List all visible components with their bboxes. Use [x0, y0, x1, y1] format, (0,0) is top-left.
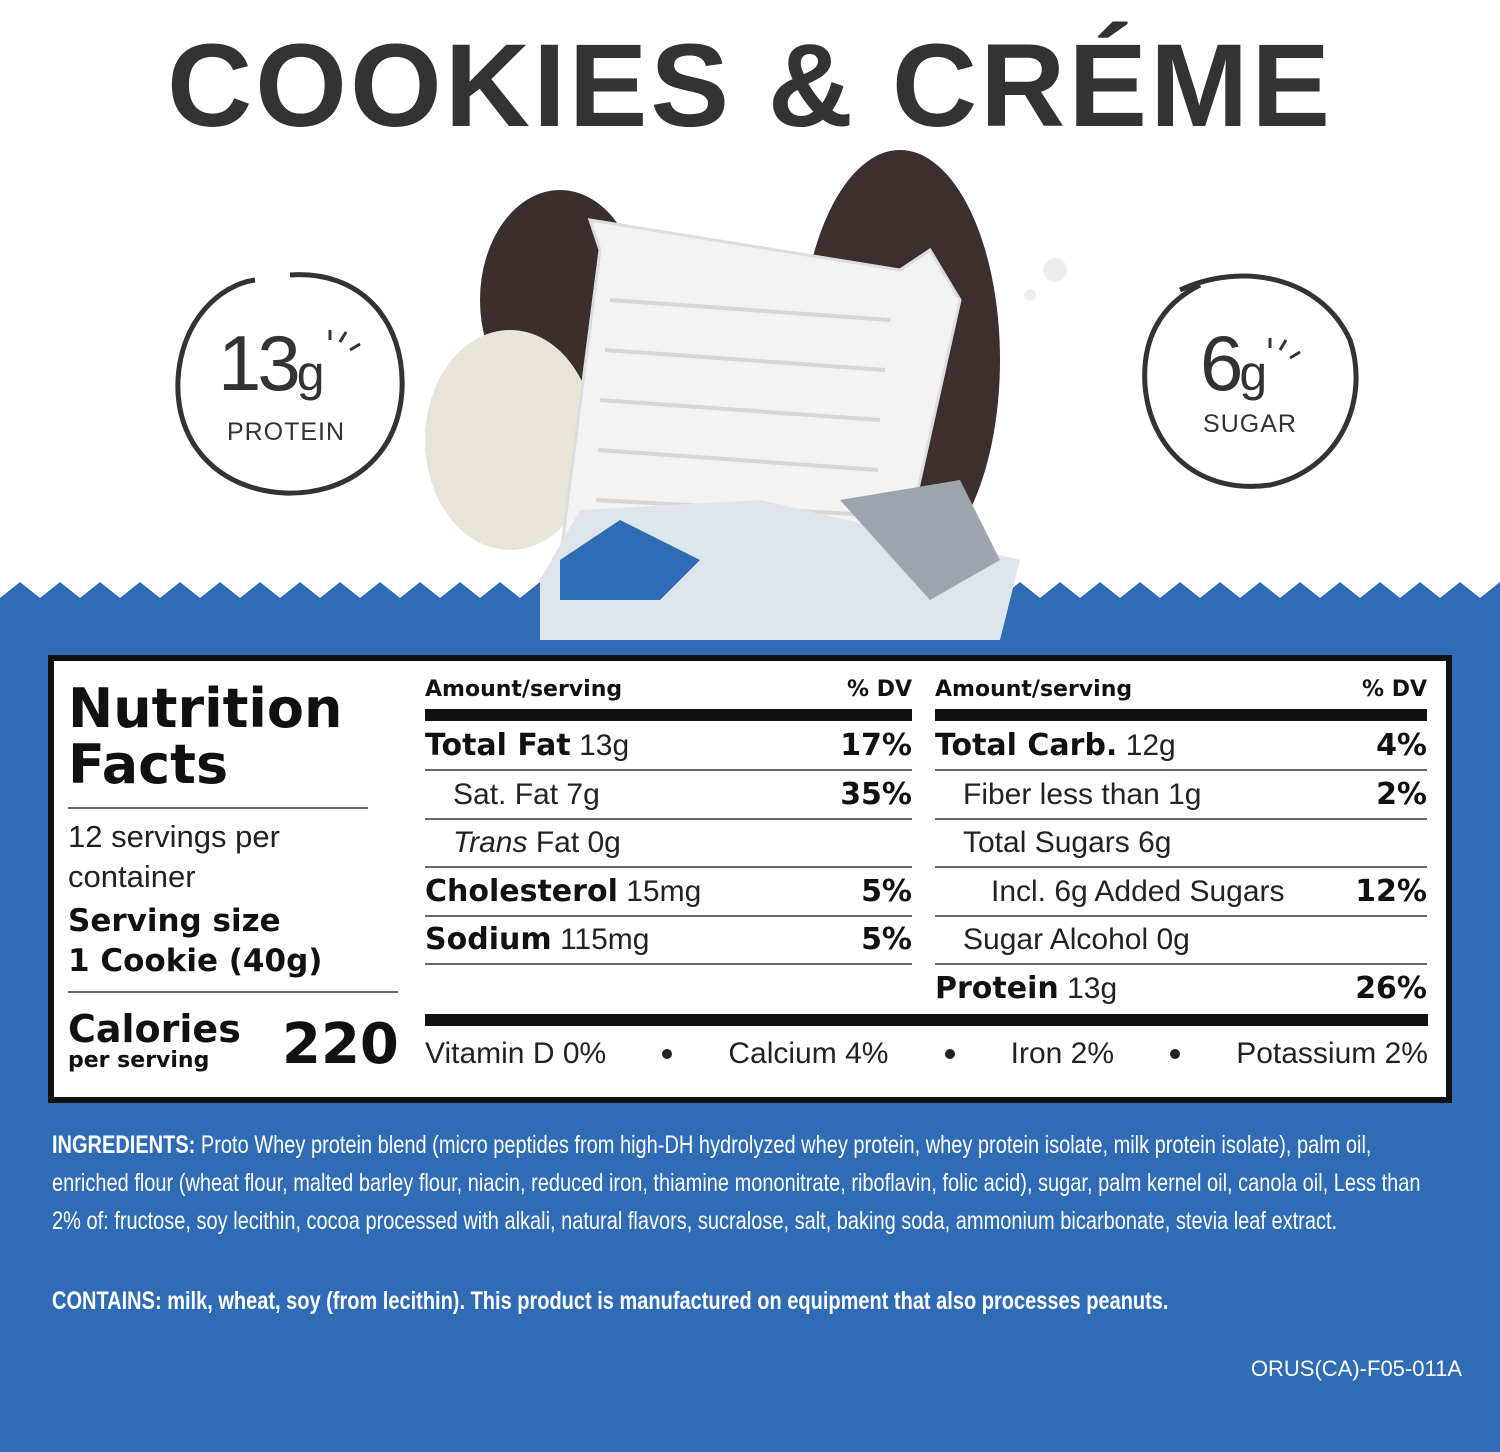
thick-rule	[935, 709, 1427, 721]
product-illustration	[425, 150, 1067, 640]
nutrient-amount: 6g	[1138, 826, 1172, 859]
ingredients-text: Proto Whey protein blend (micro peptides…	[52, 1131, 1421, 1235]
nutrient-name: Trans	[453, 826, 528, 859]
nutrient-amount: 0g	[1156, 923, 1190, 956]
product-title: COOKIES & CRÉME	[166, 20, 1334, 152]
vitamin: Calcium 4%	[728, 1037, 889, 1070]
vitamins: Vitamin D 0% Calcium 4% Iron 2% Potassium 2…	[425, 1029, 1428, 1079]
daily-value: 35%	[840, 776, 912, 812]
contains-text: milk, wheat, soy (from lecithin). This p…	[167, 1287, 1169, 1315]
nutrient-name: Protein	[935, 970, 1059, 1006]
daily-value: 17%	[840, 728, 912, 763]
protein-badge: 13g	[218, 318, 325, 409]
badge-amount: 13	[218, 319, 301, 407]
dv-header: % DV	[1362, 677, 1427, 702]
thick-rule	[425, 709, 912, 721]
badge-label: PROTEIN	[226, 418, 346, 446]
nutrient-row: Incl. 6g Added Sugars 12%	[935, 869, 1427, 917]
ingredients: INGREDIENTS: Proto Whey protein blend (m…	[52, 1126, 1452, 1240]
calories-label: Calories	[68, 1007, 241, 1051]
nutrient-name: Incl. 6g Added Sugars	[991, 874, 1285, 908]
daily-value: 4%	[1376, 728, 1427, 763]
daily-value: 12%	[1355, 873, 1427, 909]
badge-unit: g	[1239, 345, 1268, 401]
nutrient-name: Sat. Fat	[453, 777, 559, 811]
nutrient-name: Sodium	[425, 922, 552, 957]
contains-label: CONTAINS:	[52, 1287, 162, 1315]
nutrient-amount: 115mg	[559, 923, 650, 956]
bullet	[662, 1049, 673, 1059]
serving-size: 1 Cookie (40g)	[68, 941, 398, 993]
amount-header: Amount/serving	[935, 677, 1133, 702]
nutrient-name: Total Fat	[425, 728, 571, 763]
daily-value: 5%	[861, 873, 912, 909]
nutrient-row: Sodium 115mg 5%	[425, 917, 912, 965]
thick-rule	[425, 1014, 1428, 1026]
nutrient-name: Sugar Alcohol	[963, 923, 1149, 956]
badge-unit: g	[296, 345, 325, 401]
bullet	[1170, 1049, 1181, 1059]
nutrient-row: Trans Fat 0g	[425, 820, 912, 868]
product-code: ORUS(CA)-F05-011A	[1250, 1356, 1462, 1381]
nutrient-amount: 12g	[1125, 729, 1176, 762]
nutrient-amount: Fat 0g	[535, 826, 621, 859]
vitamin: Vitamin D 0%	[425, 1037, 607, 1070]
nutrient-row: Cholesterol 15mg 5%	[425, 869, 912, 917]
calories-value: 220	[282, 1012, 399, 1077]
nutrition-facts-panel: Nutrition Facts 12 servings per containe…	[48, 655, 1452, 1103]
nutrient-name: Total Sugars	[963, 826, 1130, 859]
badge-rings	[175, 272, 1359, 496]
daily-value: 26%	[1355, 970, 1427, 1006]
nutrient-row: Sat. Fat 7g 35%	[425, 772, 912, 820]
bullet	[944, 1049, 955, 1059]
vitamin: Iron 2%	[1010, 1037, 1115, 1070]
sugar-badge: 6g	[1200, 318, 1267, 409]
nutrient-row: Protein 13g 26%	[935, 966, 1427, 1012]
calories-sublabel: per serving	[68, 1048, 210, 1073]
servings: 12 servings per container	[68, 819, 280, 894]
amount-header: Amount/serving	[425, 677, 623, 702]
badge-label: SUGAR	[1203, 410, 1297, 438]
nutrient-row: Total Carb. 12g 4%	[935, 723, 1427, 771]
nutrient-row: Fiber less than 1g 2%	[935, 772, 1427, 820]
contains: CONTAINS: milk, wheat, soy (from lecithi…	[52, 1282, 1452, 1320]
badge-amount: 6	[1200, 319, 1243, 407]
nutrient-name: Cholesterol	[425, 873, 618, 909]
dv-header: % DV	[847, 677, 912, 702]
serving-size-label: Serving size	[68, 903, 281, 939]
nutrient-name: Total Carb.	[935, 728, 1118, 763]
vitamin: Potassium 2%	[1236, 1037, 1428, 1070]
nutrient-row: Sugar Alcohol 0g	[935, 917, 1427, 965]
nutrient-name: Fiber less than	[963, 777, 1160, 811]
ingredients-label: INGREDIENTS:	[52, 1131, 196, 1159]
nutrient-row: Total Sugars 6g	[935, 820, 1427, 868]
daily-value: 2%	[1376, 776, 1427, 812]
nutrient-amount: 7g	[566, 777, 600, 811]
nutrition-heading: Nutrition Facts	[68, 681, 368, 809]
nutrient-amount: 13g	[579, 729, 630, 762]
nutrient-amount: 1g	[1168, 777, 1202, 811]
nutrient-amount: 15mg	[626, 874, 702, 908]
nutrient-row: Total Fat 13g 17%	[425, 723, 912, 771]
daily-value: 5%	[861, 922, 912, 957]
nutrient-amount: 13g	[1067, 971, 1118, 1005]
sparkles	[328, 330, 1301, 360]
